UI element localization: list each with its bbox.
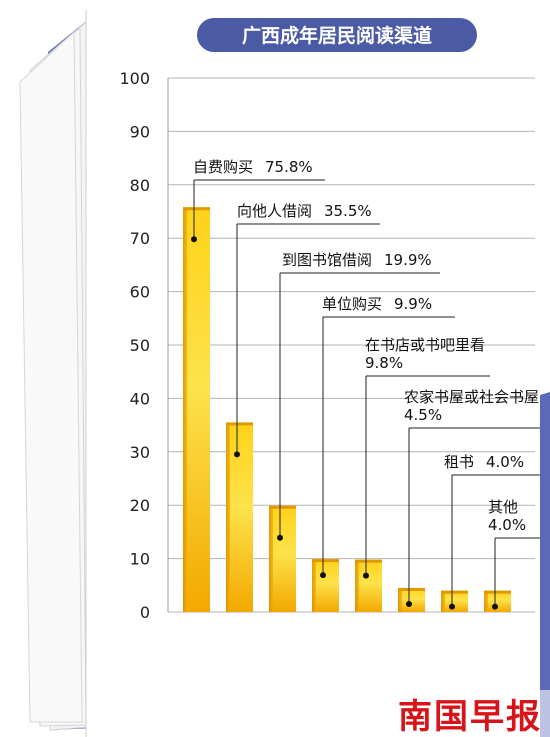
bar-cap xyxy=(398,587,425,591)
bar-shade xyxy=(226,422,230,612)
bar xyxy=(183,207,210,612)
bar xyxy=(355,559,382,612)
bar-shade xyxy=(398,587,402,612)
bar-shade xyxy=(269,505,273,612)
bar-shade xyxy=(183,207,187,612)
category-label: 在书店或书吧里看 xyxy=(365,336,485,354)
value-label: 4.5% xyxy=(404,406,442,424)
y-tick-label: 80 xyxy=(130,176,150,195)
category-label: 农家书屋或社会书屋 xyxy=(404,388,539,406)
value-label: 19.9% xyxy=(384,251,432,269)
bar-cap xyxy=(269,505,296,509)
paper-sheet-3 xyxy=(19,30,83,723)
category-label: 到图书馆借阅 xyxy=(282,251,372,269)
y-tick-label: 50 xyxy=(130,336,150,355)
y-tick-label: 90 xyxy=(130,122,150,141)
y-tick-labels: 0 10 20 30 40 50 60 70 80 90 100 xyxy=(119,69,150,622)
bar xyxy=(441,590,468,612)
y-tick-label: 10 xyxy=(130,550,150,569)
bars xyxy=(183,207,511,612)
bar xyxy=(269,505,296,612)
bar-cap xyxy=(312,559,339,563)
y-tick-label: 60 xyxy=(130,283,150,302)
category-label: 其他 xyxy=(488,498,518,516)
y-tick-label: 70 xyxy=(130,229,150,248)
category-label: 单位购买 xyxy=(322,295,382,313)
leader-dot xyxy=(406,600,412,607)
bar xyxy=(226,422,253,612)
value-label: 35.5% xyxy=(324,202,372,220)
chart-title-group: 广西成年居民阅读渠道 xyxy=(197,18,477,52)
bar-cap xyxy=(441,590,468,594)
leader-dot xyxy=(320,572,326,579)
watermark-bg xyxy=(402,690,550,737)
bar-cap xyxy=(226,422,253,426)
value-label: 75.8% xyxy=(265,158,313,176)
bar-cap xyxy=(484,590,511,594)
bar-shade xyxy=(441,590,445,612)
category-label: 向他人借阅 xyxy=(237,202,312,220)
watermark-group: 南国早报 xyxy=(398,690,550,737)
bar xyxy=(398,587,425,612)
title-pill xyxy=(197,18,477,52)
watermark-logo: 南国早报 xyxy=(398,697,542,737)
leader-dot xyxy=(449,603,455,610)
leader-dot xyxy=(234,451,240,458)
value-label: 4.0% xyxy=(486,453,524,471)
leader-dot xyxy=(363,572,369,579)
y-tick-label: 0 xyxy=(140,603,150,622)
paper-front xyxy=(86,10,550,737)
y-tick-label: 100 xyxy=(119,69,150,88)
bar-shade xyxy=(312,559,316,612)
value-label: 4.0% xyxy=(488,516,526,534)
bar-cap xyxy=(355,559,382,563)
bar-shade xyxy=(355,559,359,612)
leader-dot xyxy=(191,236,197,243)
value-label: 9.8% xyxy=(365,354,403,372)
chart-title: 广西成年居民阅读渠道 xyxy=(242,24,432,47)
bar xyxy=(312,559,339,612)
right-blue-edge xyxy=(540,392,550,737)
bar-cap xyxy=(183,207,210,211)
category-label: 租书 xyxy=(444,453,474,471)
bar xyxy=(484,590,511,612)
paper-stack xyxy=(19,10,550,737)
bar-shade xyxy=(484,590,488,612)
leader-dot xyxy=(277,534,283,541)
category-label: 自费购买 xyxy=(193,158,253,176)
y-tick-label: 40 xyxy=(130,389,150,408)
value-label: 9.9% xyxy=(394,295,432,313)
y-tick-label: 20 xyxy=(130,496,150,515)
bar-labels: 自费购买 75.8% 向他人借阅 35.5% 到图书馆借阅 19.9% 单位购买 9.9% 在书… xyxy=(191,158,540,610)
leader-dot xyxy=(492,603,498,610)
y-tick-label: 30 xyxy=(130,443,150,462)
